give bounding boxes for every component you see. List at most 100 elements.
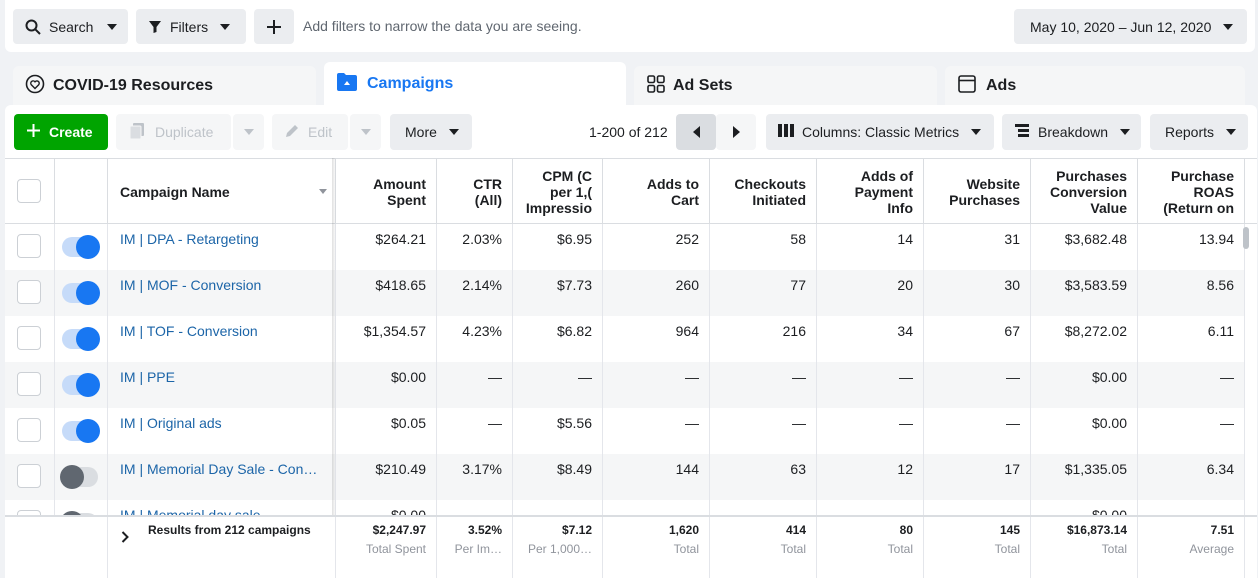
search-button[interactable]: Search [13,9,128,44]
table-row[interactable]: IM | MOF - Conversion $418.65 2.14% $7.73 26… [5,270,1245,316]
previous-page-button[interactable] [676,114,716,150]
date-range-picker[interactable]: May 10, 2020 – Jun 12, 2020 [1014,9,1247,44]
tab-campaigns[interactable]: Campaigns [324,62,626,106]
row-checkbox[interactable] [17,464,41,488]
campaign-toggle[interactable] [62,281,100,305]
sort-icon[interactable] [319,189,327,194]
chevron-right-icon[interactable] [121,530,129,546]
chevron-down-icon [220,23,231,30]
chevron-down-icon [1226,129,1237,135]
total-value: 145 [999,523,1020,537]
column-header[interactable]: CTR (All) [437,159,513,225]
metric-cell: 4.23% [437,316,513,362]
column-header[interactable]: Campaign Name [108,159,336,225]
breakdown-button[interactable]: Breakdown [1002,114,1141,150]
metric-cell: 13.94 [1138,224,1245,270]
column-header[interactable]: Purchases Conversion Value [1031,159,1138,225]
select-all-checkbox[interactable] [17,179,41,203]
row-checkbox[interactable] [17,510,41,515]
more-button[interactable]: More [390,114,472,150]
table-totals: Results from 212 campaigns $2,247.97 Tota… [5,515,1257,578]
table-row[interactable]: IM | Memorial day sale $0.00— — — — — — $0.00— [5,500,1245,515]
row-checkbox[interactable] [17,280,41,304]
columns-button[interactable]: Columns: Classic Metrics [766,114,994,150]
campaign-toggle[interactable] [62,419,100,443]
row-checkbox[interactable] [17,372,41,396]
row-checkbox[interactable] [17,234,41,258]
duplicate-menu-button[interactable] [233,114,264,150]
toggle-knob [76,419,100,443]
metric-cell: — [817,408,924,454]
metric-cell: 20 [817,270,924,316]
metric-cell: 216 [710,316,817,362]
column-header[interactable]: Adds to Cart [603,159,710,225]
metric-cell: $6.95 [513,224,603,270]
table-row[interactable]: IM | TOF - Conversion $1,354.57 4.23% $6.82… [5,316,1245,362]
tab-label: Ad Sets [673,77,733,94]
total-caption: Per 1,000… [527,542,592,556]
table-row[interactable]: IM | Original ads $0.05— $5.56— — — — $0.00— [5,408,1245,454]
column-header[interactable]: Adds of Payment Info [817,159,924,225]
campaign-toggle[interactable] [62,327,100,351]
chevron-down-icon [1223,23,1234,30]
column-header[interactable]: Purchase ROAS (Return on [1138,159,1245,225]
metric-cell: — [437,362,513,408]
row-checkbox[interactable] [17,418,41,442]
select-all-cell [5,159,55,225]
table-body: IM | DPA - Retargeting $264.21 2.03% $6.95 2… [5,224,1245,515]
add-filter-button[interactable] [254,9,294,44]
filter-hint[interactable]: Add filters to narrow the data you are s… [303,18,582,34]
total-value: $2,247.97 [372,523,426,537]
metric-cell: — [603,500,710,515]
vertical-scrollbar[interactable] [1243,227,1249,249]
total-value: 3.52% [467,523,502,537]
campaign-name-link[interactable]: IM | Memorial Day Sale - Con… [108,454,336,500]
column-label: Checkouts Initiated [734,176,806,208]
edit-menu-button[interactable] [350,114,381,150]
filters-button[interactable]: Filters [136,9,246,44]
column-header[interactable]: Checkouts Initiated [710,159,817,225]
column-header[interactable]: CPM (C per 1,( Impressio [513,159,603,225]
row-checkbox[interactable] [17,326,41,350]
column-label: Amount Spent [373,176,426,208]
campaign-name-link[interactable]: IM | DPA - Retargeting [108,224,336,270]
total-value: 414 [785,523,806,537]
metric-cell: 252 [603,224,710,270]
metric-cell: 30 [924,270,1031,316]
campaign-name-link[interactable]: IM | MOF - Conversion [108,270,336,316]
metric-cell: — [710,362,817,408]
total-caption: Total [887,542,913,556]
heart-icon [25,74,45,99]
create-button[interactable]: Create [14,114,108,150]
toggle-knob [76,235,100,259]
row-select-cell [5,500,55,515]
row-toggle-cell [55,454,108,500]
table-row[interactable]: IM | Memorial Day Sale - Con… $210.49 3.17… [5,454,1245,500]
reports-button[interactable]: Reports [1150,114,1248,150]
table-row[interactable]: IM | PPE $0.00— — — — — — $0.00— [5,362,1245,408]
total-value: $16,873.14 [1066,523,1127,537]
column-header[interactable]: Amount Spent [336,159,437,225]
campaign-toggle[interactable] [62,373,100,397]
row-select-cell [5,270,55,316]
edit-button[interactable]: Edit [272,114,348,150]
total-caption: Average [1189,542,1234,556]
campaign-name-link[interactable]: IM | TOF - Conversion [108,316,336,362]
campaign-name-link[interactable]: IM | Original ads [108,408,336,454]
tab-covid-resources[interactable]: COVID-19 Resources [13,66,316,106]
metric-cell: $0.00 [336,500,437,515]
metric-cell: $418.65 [336,270,437,316]
campaign-toggle[interactable] [60,511,98,515]
column-header[interactable]: Website Purchases [924,159,1031,225]
campaign-name-link[interactable]: IM | Memorial day sale [108,500,336,515]
total-value: 1,620 [668,523,699,537]
campaign-toggle[interactable] [60,465,98,489]
duplicate-button[interactable]: Duplicate [116,114,231,150]
chevron-down-icon [107,23,118,30]
next-page-button[interactable] [716,114,756,150]
tab-ad-sets[interactable]: Ad Sets [634,66,937,106]
tab-ads[interactable]: Ads [945,66,1245,106]
campaign-toggle[interactable] [62,235,100,259]
campaign-name-link[interactable]: IM | PPE [108,362,336,408]
table-row[interactable]: IM | DPA - Retargeting $264.21 2.03% $6.95 2… [5,224,1245,270]
